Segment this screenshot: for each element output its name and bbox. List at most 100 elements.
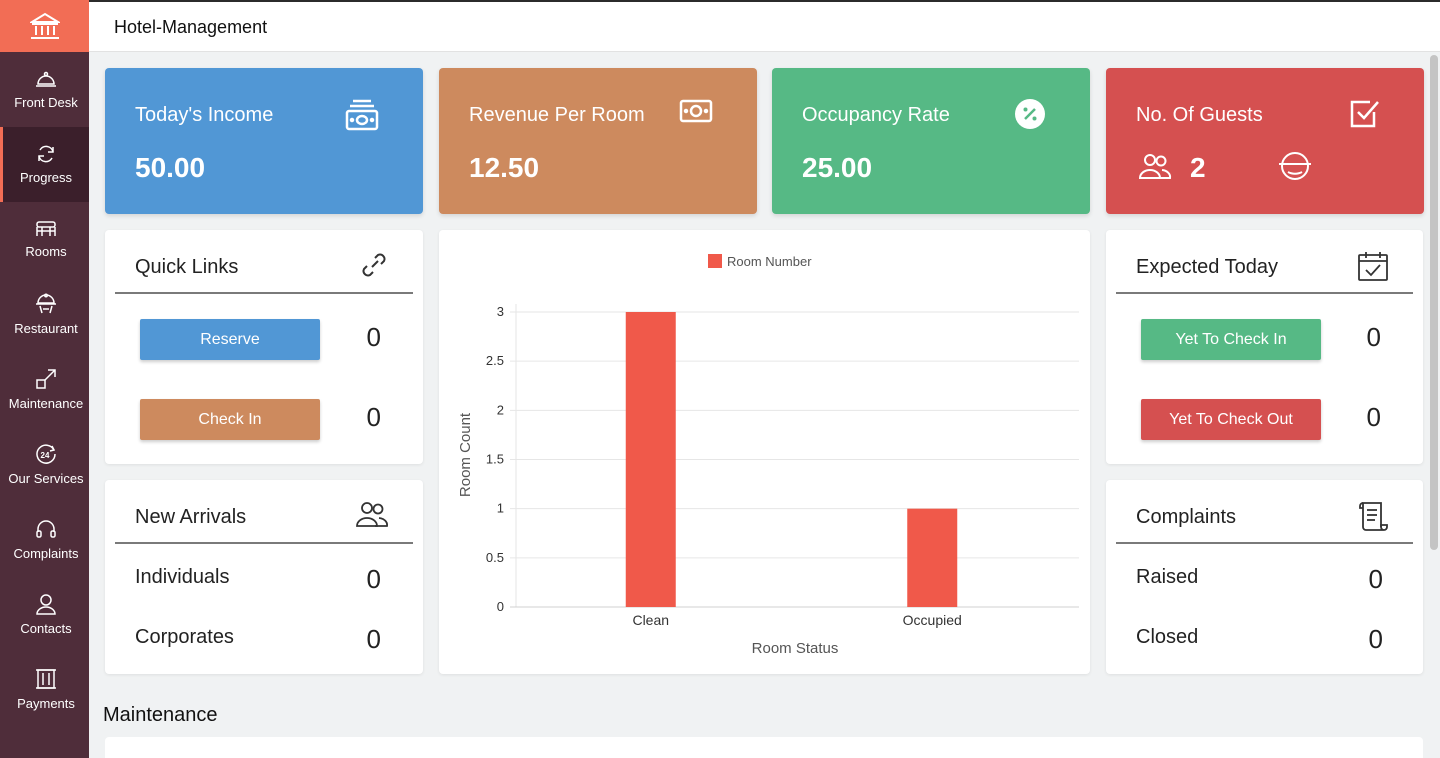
room-status-chart-panel: Room Number 0 0.5 1 1.5 2 2.5 3 Clean Occupied … xyxy=(439,230,1090,674)
refresh-icon xyxy=(38,145,54,163)
door-icon xyxy=(36,669,56,689)
raised-count: 0 xyxy=(1368,564,1383,594)
bell-icon xyxy=(36,71,56,87)
sidebar-item-label: Restaurant xyxy=(14,321,78,336)
sidebar-item-restaurant[interactable]: Restaurant xyxy=(0,277,89,352)
x-tick-label: Occupied xyxy=(903,612,962,628)
percent-icon xyxy=(1015,99,1045,129)
stat-value: 50.00 xyxy=(135,152,206,183)
sidebar-item-front-desk[interactable]: Front Desk xyxy=(0,52,89,127)
x-axis-label: Room Status xyxy=(752,640,839,657)
bar-clean[interactable] xyxy=(625,312,676,607)
stat-label: Today's Income xyxy=(135,104,274,126)
top-header: Hotel-Management xyxy=(89,0,1440,52)
sidebar-item-label: Our Services xyxy=(8,471,84,486)
reserve-count: 0 xyxy=(366,322,381,352)
users-icon xyxy=(356,502,388,527)
bed-icon xyxy=(36,221,56,236)
stat-card-guests: No. Of Guests 2 xyxy=(1106,68,1424,214)
new-arrivals-panel: New Arrivals Individuals 0 Corporates 0 xyxy=(105,480,423,674)
checkbox-icon xyxy=(1350,100,1379,128)
sidebar-item-label: Maintenance xyxy=(8,396,84,411)
sidebar-item-label: Complaints xyxy=(13,546,79,561)
24h-icon: 24 xyxy=(36,444,56,464)
legend-swatch xyxy=(708,254,722,268)
scroll-icon xyxy=(1359,502,1388,531)
y-tick-label: 2.5 xyxy=(486,353,504,368)
stat-value: 2 xyxy=(1190,152,1206,183)
chart-bars xyxy=(625,312,958,607)
stat-card-revenue: Revenue Per Room 12.50 xyxy=(439,68,757,214)
maintenance-card xyxy=(105,737,1423,758)
panel-title: New Arrivals xyxy=(135,506,247,528)
reserve-button[interactable]: Reserve xyxy=(140,319,320,360)
dish-icon xyxy=(36,293,56,314)
check-in-button[interactable]: Check In xyxy=(140,399,320,440)
panel-title: Quick Links xyxy=(135,256,239,278)
globe-icon xyxy=(1279,152,1311,180)
individuals-count: 0 xyxy=(366,564,381,594)
closed-count: 0 xyxy=(1368,624,1383,654)
sidebar-item-label: Payments xyxy=(17,696,75,711)
y-axis-label: Room Count xyxy=(457,412,474,497)
corporates-count: 0 xyxy=(366,624,381,654)
yet-to-check-out-button[interactable]: Yet To Check Out xyxy=(1141,399,1321,440)
svg-text:24: 24 xyxy=(41,451,50,460)
calendar-check-icon xyxy=(1358,252,1388,281)
sidebar-item-label: Contacts xyxy=(20,621,72,636)
divider xyxy=(115,542,413,544)
sidebar-item-rooms[interactable]: Rooms xyxy=(0,202,89,277)
stat-card-income: Today's Income 50.00 xyxy=(105,68,423,214)
y-tick-label: 2 xyxy=(497,402,504,417)
sidebar-item-contacts[interactable]: Contacts xyxy=(0,577,89,652)
sidebar-item-payments[interactable]: Payments xyxy=(0,652,89,727)
stat-card-occupancy: Occupancy Rate 25.00 xyxy=(772,68,1090,214)
corporates-label: Corporates xyxy=(135,626,234,648)
expected-today-panel: Expected Today Yet To Check In 0 Yet To … xyxy=(1106,230,1423,464)
sidebar-item-our-services[interactable]: 24 Our Services xyxy=(0,427,89,502)
chart-grid xyxy=(510,304,1079,608)
money-stack-icon xyxy=(345,99,379,131)
y-tick-label: 0.5 xyxy=(486,550,504,565)
quick-links-panel: Quick Links Reserve 0 Check In 0 xyxy=(105,230,423,464)
expand-icon xyxy=(36,369,56,389)
bank-icon xyxy=(29,12,60,39)
raised-label: Raised xyxy=(1136,566,1199,588)
maintenance-section-title: Maintenance xyxy=(103,704,218,726)
sidebar-item-label: Progress xyxy=(19,170,73,185)
individuals-label: Individuals xyxy=(135,566,230,588)
legend-label: Room Number xyxy=(727,254,812,269)
panel-title: Complaints xyxy=(1136,506,1237,528)
complaints-panel: Complaints Raised 0 Closed 0 xyxy=(1106,480,1423,674)
divider xyxy=(1116,292,1413,294)
yet-to-check-in-button[interactable]: Yet To Check In xyxy=(1141,319,1321,360)
stat-value: 25.00 xyxy=(802,152,873,183)
x-tick-label: Clean xyxy=(632,612,669,628)
y-tick-label: 3 xyxy=(497,304,504,319)
stat-label: No. Of Guests xyxy=(1136,104,1263,126)
y-tick-label: 1 xyxy=(497,501,504,516)
sidebar: Front Desk Progress Rooms Restaurant Mai… xyxy=(0,0,89,758)
page-scrollbar[interactable] xyxy=(1430,55,1438,550)
closed-label: Closed xyxy=(1136,626,1199,648)
panel-title: Expected Today xyxy=(1136,256,1278,278)
x-tick-labels: Clean Occupied xyxy=(632,612,961,628)
stat-value: 12.50 xyxy=(469,152,540,183)
page-title: Hotel-Management xyxy=(114,17,268,37)
sidebar-item-maintenance[interactable]: Maintenance xyxy=(0,352,89,427)
sidebar-item-label: Rooms xyxy=(25,244,67,259)
sidebar-item-progress[interactable]: Progress xyxy=(0,127,89,202)
bar-occupied[interactable] xyxy=(907,508,958,607)
sidebar-item-complaints[interactable]: Complaints xyxy=(0,502,89,577)
user-icon xyxy=(36,594,56,615)
yet-to-check-in-count: 0 xyxy=(1366,322,1381,352)
app-logo[interactable] xyxy=(0,0,89,52)
divider xyxy=(1116,542,1413,544)
divider xyxy=(115,292,413,294)
headphones-icon xyxy=(36,520,56,538)
check-in-count: 0 xyxy=(366,402,381,432)
sidebar-item-label: Front Desk xyxy=(14,95,78,110)
room-status-chart: Room Number 00.511.522.53 Clean Occupied … xyxy=(457,254,1079,657)
y-tick-label: 0 xyxy=(497,599,504,614)
guests-icon xyxy=(1138,154,1172,179)
